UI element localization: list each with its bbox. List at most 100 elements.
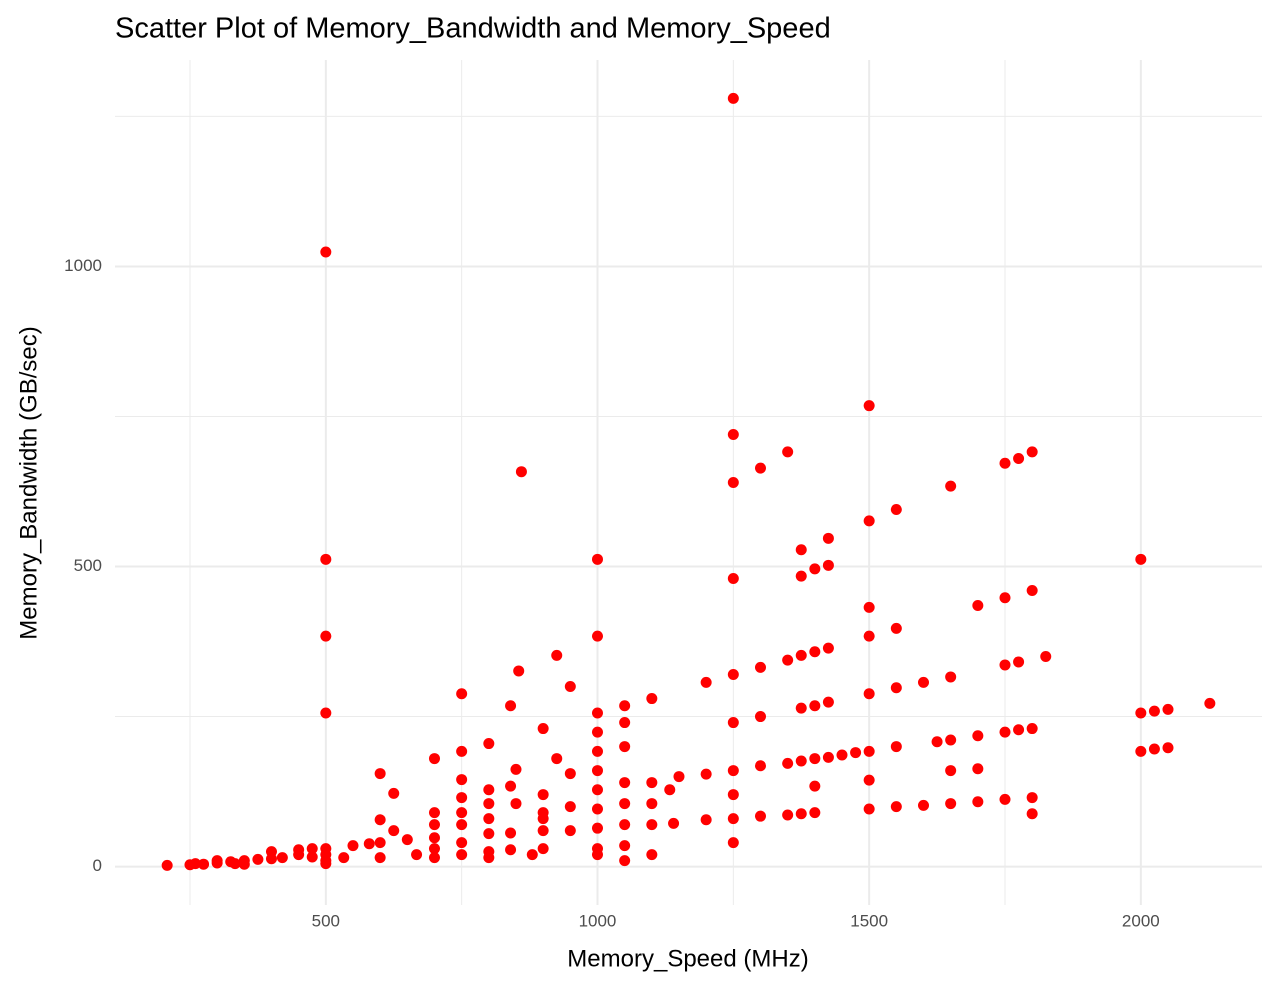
- point: [320, 553, 332, 565]
- point: [428, 819, 440, 831]
- point: [754, 810, 766, 822]
- point: [863, 803, 875, 815]
- point: [198, 858, 210, 870]
- point: [537, 789, 549, 801]
- point: [863, 630, 875, 642]
- point: [664, 784, 676, 796]
- point: [822, 696, 834, 708]
- point: [515, 466, 527, 478]
- point: [411, 849, 423, 861]
- point: [513, 665, 525, 677]
- point: [700, 768, 712, 780]
- point: [754, 462, 766, 474]
- point: [863, 601, 875, 613]
- point: [619, 855, 631, 867]
- point: [931, 736, 943, 748]
- point: [564, 801, 576, 813]
- point: [863, 688, 875, 700]
- point: [505, 780, 517, 792]
- point: [320, 630, 332, 642]
- point: [374, 814, 386, 826]
- point: [388, 787, 400, 799]
- point: [591, 822, 603, 834]
- point: [161, 859, 173, 871]
- y-tick-label: 500: [74, 556, 102, 575]
- point: [483, 798, 495, 810]
- point: [537, 843, 549, 855]
- point: [917, 799, 929, 811]
- point: [1013, 724, 1025, 736]
- point: [700, 814, 712, 826]
- point: [591, 707, 603, 719]
- point: [700, 676, 712, 688]
- point: [320, 858, 332, 870]
- point: [428, 832, 440, 844]
- point: [505, 827, 517, 839]
- point: [890, 622, 902, 634]
- point: [917, 676, 929, 688]
- point: [211, 855, 223, 867]
- point: [809, 700, 821, 712]
- point: [668, 817, 680, 829]
- point: [374, 837, 386, 849]
- point: [505, 700, 517, 712]
- point: [673, 771, 685, 783]
- point: [591, 553, 603, 565]
- point: [1162, 742, 1174, 754]
- point: [456, 774, 468, 786]
- point: [456, 792, 468, 804]
- point: [428, 807, 440, 819]
- point: [591, 726, 603, 738]
- point: [428, 753, 440, 765]
- point: [754, 661, 766, 673]
- x-tick-label: 2000: [1122, 911, 1160, 930]
- point: [809, 753, 821, 765]
- point: [306, 851, 318, 863]
- point: [189, 858, 201, 870]
- point: [483, 846, 495, 858]
- point: [1026, 446, 1038, 458]
- point: [456, 849, 468, 861]
- point: [822, 751, 834, 763]
- point: [809, 646, 821, 658]
- point: [591, 630, 603, 642]
- point: [863, 400, 875, 412]
- point: [619, 798, 631, 810]
- point: [1148, 743, 1160, 755]
- point: [972, 796, 984, 808]
- point: [727, 789, 739, 801]
- point: [945, 798, 957, 810]
- point: [850, 747, 862, 759]
- point: [809, 807, 821, 819]
- point: [483, 813, 495, 825]
- point: [388, 825, 400, 837]
- point: [551, 753, 563, 765]
- point: [822, 642, 834, 654]
- point: [727, 765, 739, 777]
- point: [483, 738, 495, 750]
- point: [510, 763, 522, 775]
- point: [890, 801, 902, 813]
- point: [1204, 697, 1216, 709]
- point: [727, 669, 739, 681]
- point: [306, 843, 318, 855]
- point: [795, 755, 807, 767]
- point: [510, 798, 522, 810]
- point: [945, 734, 957, 746]
- point: [456, 819, 468, 831]
- point: [782, 654, 794, 666]
- point: [591, 784, 603, 796]
- point: [252, 853, 264, 865]
- point: [591, 803, 603, 815]
- point: [822, 532, 834, 544]
- point: [483, 784, 495, 796]
- point: [727, 573, 739, 585]
- point: [945, 765, 957, 777]
- point: [1135, 553, 1147, 565]
- point: [795, 808, 807, 820]
- point: [456, 807, 468, 819]
- y-axis-title: Memory_Bandwidth (GB/sec): [15, 326, 42, 639]
- point: [591, 745, 603, 757]
- point: [795, 570, 807, 582]
- point: [863, 515, 875, 527]
